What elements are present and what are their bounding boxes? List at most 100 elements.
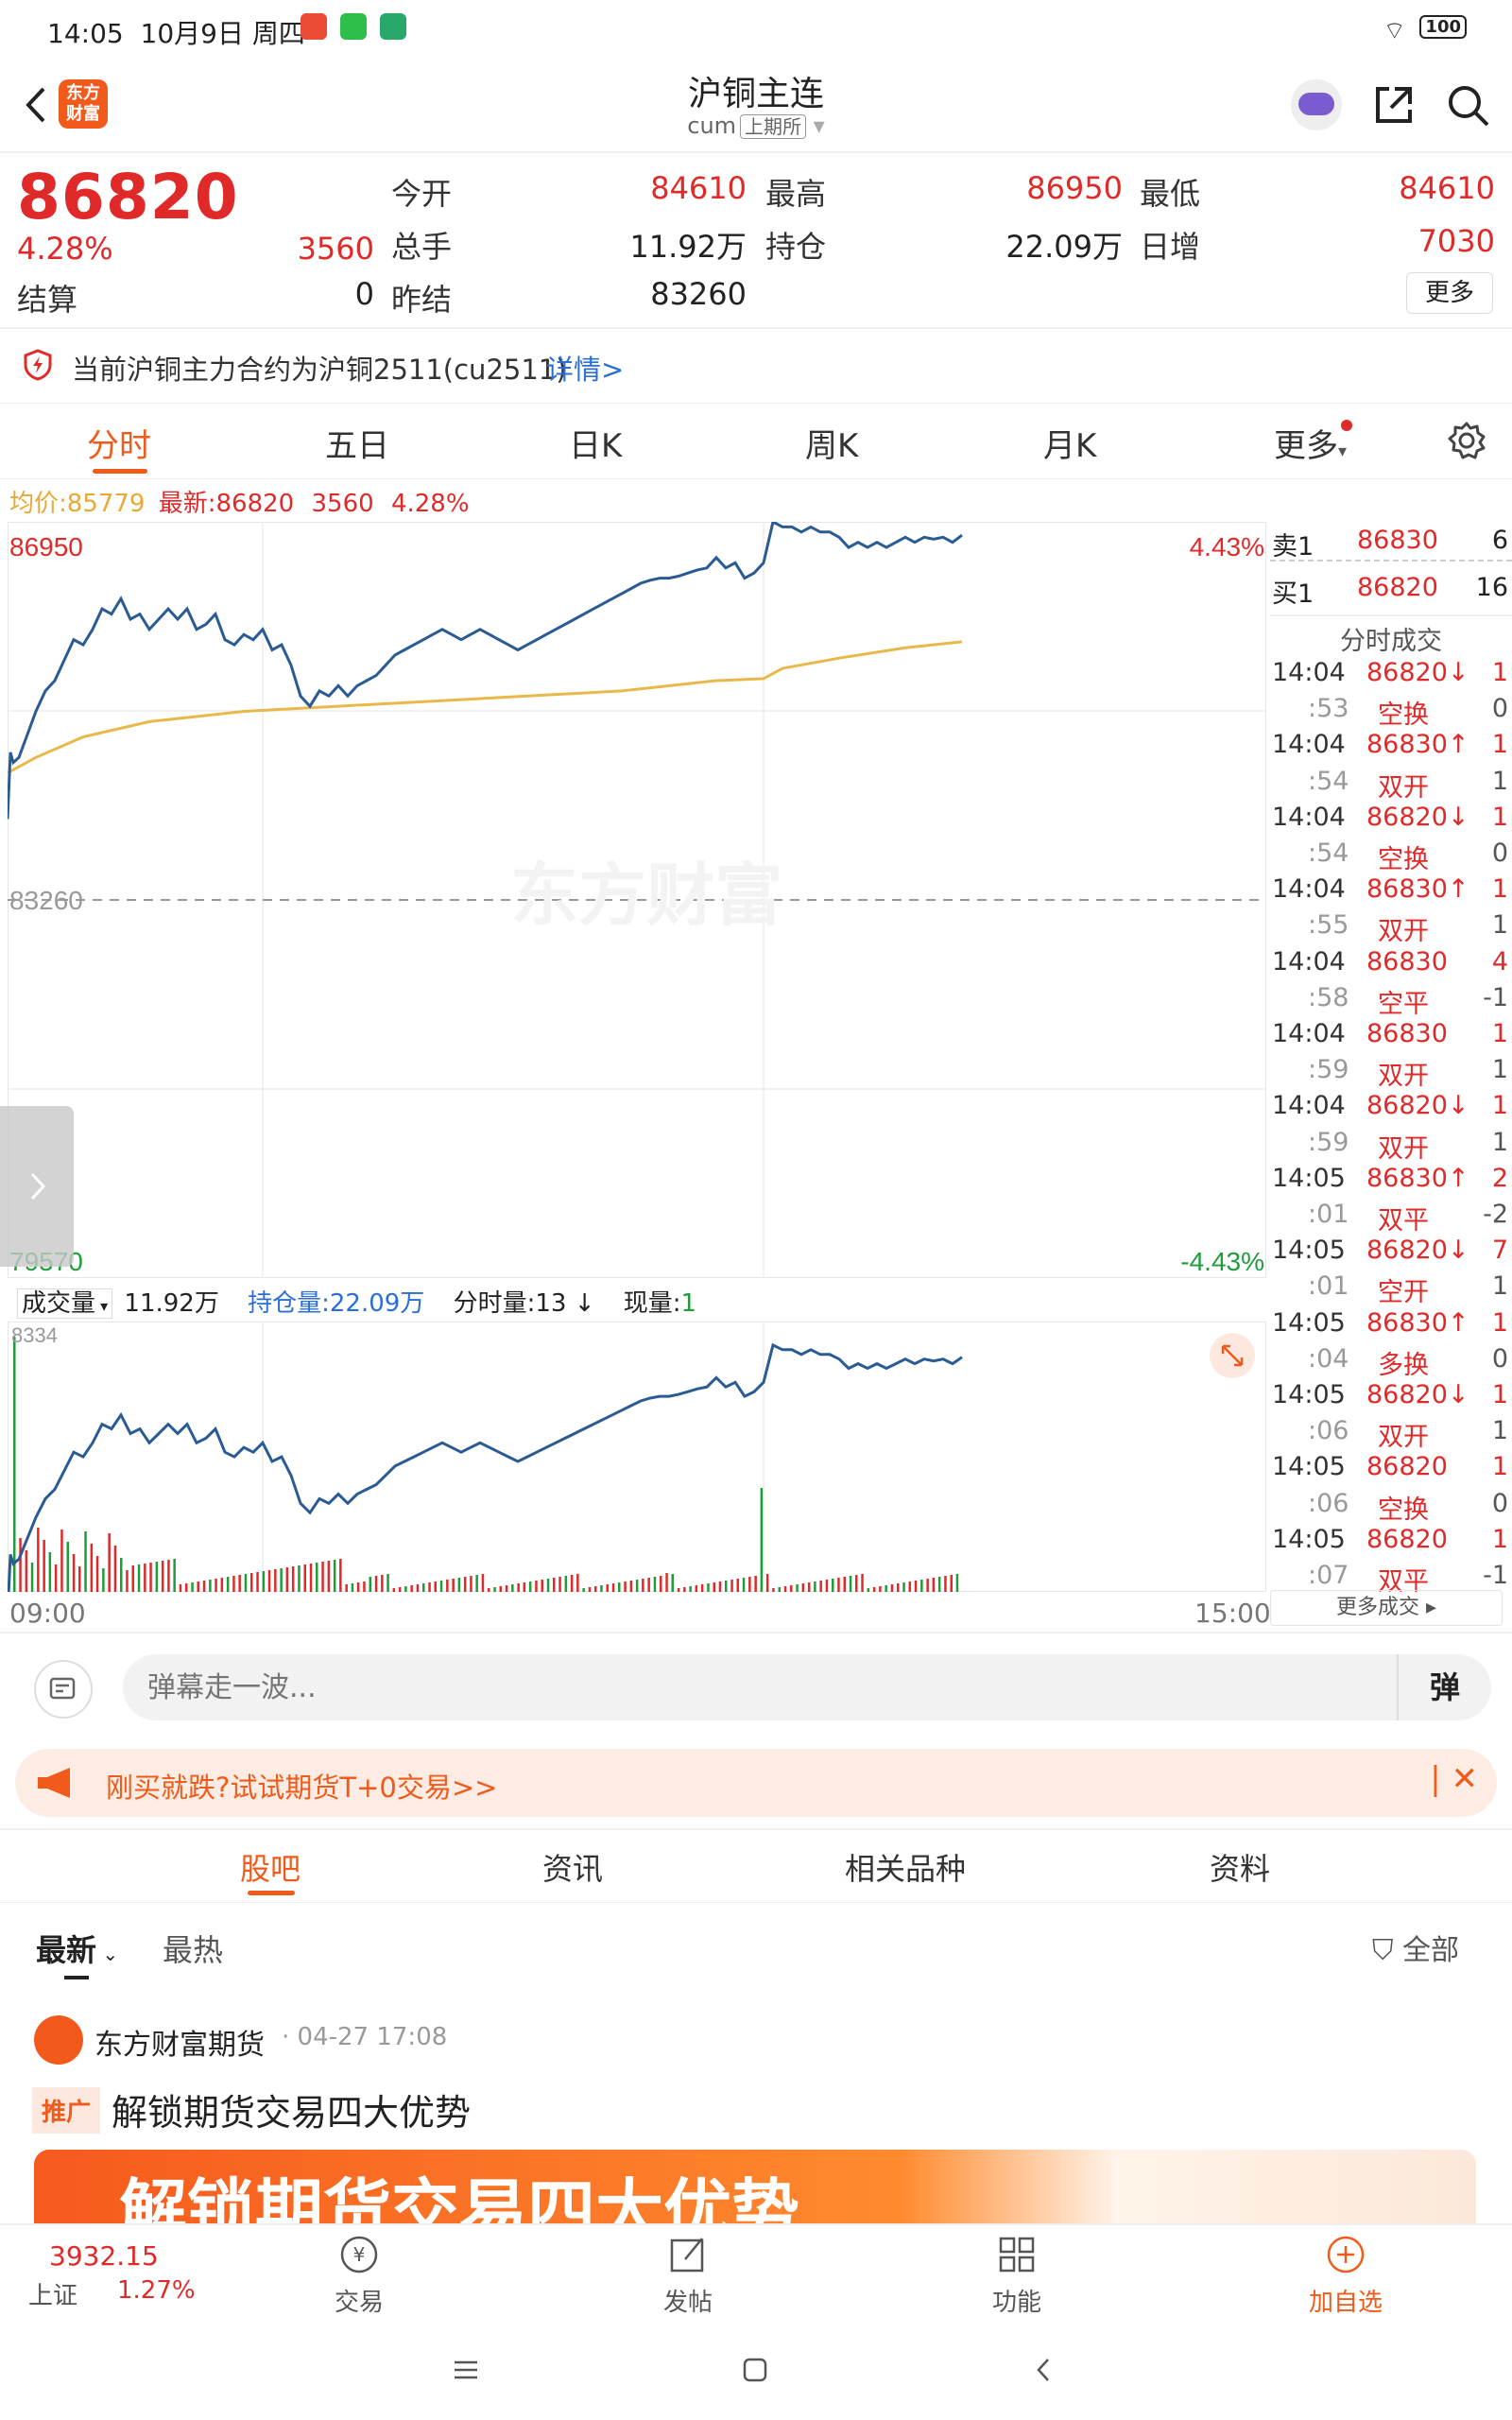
notice-bar[interactable]: 当前沪铜主力合约为沪铜2511(cu2511) 详情> bbox=[0, 327, 1512, 403]
trade-time: :53 bbox=[1308, 694, 1349, 724]
volume-bar bbox=[647, 1578, 650, 1592]
volume-bar bbox=[309, 1564, 313, 1592]
volume-bar bbox=[102, 1568, 105, 1592]
back-icon[interactable] bbox=[1030, 2356, 1058, 2384]
app-header: 东方财富 沪铜主连 cum 上期所 ▾ bbox=[0, 59, 1512, 151]
volume-selector[interactable]: 成交量 ▾ bbox=[17, 1288, 113, 1319]
volume-bar bbox=[303, 1564, 306, 1592]
trade-price: 多换 bbox=[1378, 1350, 1429, 1380]
author-avatar[interactable] bbox=[34, 2015, 83, 2065]
volume-bar bbox=[95, 1556, 99, 1592]
trade-tick-row: 14:04 86830 1 bbox=[1270, 1019, 1512, 1055]
volume-bar bbox=[285, 1567, 289, 1592]
ask1-label: 卖1 bbox=[1272, 532, 1314, 562]
tab-intraday[interactable]: 分时 bbox=[87, 427, 151, 465]
post-banner-image[interactable]: 解锁期货交易四大优势 bbox=[34, 2150, 1476, 2223]
home-icon[interactable] bbox=[741, 2356, 769, 2384]
trade-price: 空换 bbox=[1378, 845, 1429, 874]
promo-close-icon[interactable]: | ✕ bbox=[1430, 1760, 1478, 1798]
index-pct[interactable]: 1.27% bbox=[117, 2276, 196, 2305]
volume-chart[interactable]: 8334 bbox=[8, 1322, 1266, 1592]
tab-profile[interactable]: 资料 bbox=[1210, 1851, 1271, 1887]
search-icon[interactable] bbox=[1444, 81, 1491, 129]
tab-guba[interactable]: 股吧 bbox=[240, 1851, 301, 1887]
trade-time: :07 bbox=[1308, 1561, 1349, 1590]
trade-tick-row: 14:04 86830↑ 1 bbox=[1270, 874, 1512, 910]
volume-bar bbox=[428, 1582, 431, 1592]
avatar[interactable] bbox=[1291, 79, 1342, 130]
volume-bar bbox=[790, 1585, 793, 1592]
danmu-toggle-button[interactable]: 弹 bbox=[1397, 1654, 1491, 1720]
danmu-input[interactable] bbox=[147, 1664, 1348, 1711]
filter-all[interactable]: ⛉ 全部 bbox=[1372, 1934, 1460, 1967]
volume-bar bbox=[215, 1579, 217, 1592]
volume-bar bbox=[588, 1587, 592, 1592]
index-name[interactable]: 上证 bbox=[28, 2282, 78, 2310]
tab-weekly-k[interactable]: 周K bbox=[805, 427, 859, 465]
nav-trade[interactable]: ¥ 交易 bbox=[312, 2233, 406, 2318]
volume-bar bbox=[43, 1540, 45, 1592]
axis-top-price: 86950 bbox=[9, 532, 83, 562]
danmu-input-pill[interactable]: 弹 bbox=[123, 1654, 1491, 1720]
volume-bar bbox=[84, 1531, 87, 1592]
side-drawer-handle[interactable] bbox=[0, 1106, 74, 1267]
trade-qty: 1 bbox=[1491, 1055, 1508, 1085]
sort-hot[interactable]: 最热 bbox=[163, 1932, 224, 1968]
menu-icon[interactable] bbox=[452, 2356, 480, 2384]
trade-qty: 0 bbox=[1491, 694, 1508, 724]
more-quote-button[interactable]: 更多 bbox=[1406, 272, 1493, 314]
edit-icon bbox=[670, 2238, 704, 2273]
tab-related[interactable]: 相关品种 bbox=[845, 1851, 967, 1887]
tab-daily-k[interactable]: 日K bbox=[569, 427, 623, 465]
intraday-price-chart[interactable]: 东方财富 86950 4.43% 83260 79570 -4.43% bbox=[8, 522, 1266, 1278]
app-notify-icon bbox=[301, 13, 327, 40]
post-author[interactable]: 东方财富期货 bbox=[94, 2029, 265, 2062]
volume-bar bbox=[713, 1582, 715, 1592]
volume-bar bbox=[825, 1580, 829, 1592]
nav-post[interactable]: 发帖 bbox=[641, 2233, 735, 2318]
notice-detail-link[interactable]: 详情> bbox=[546, 354, 625, 386]
back-arrow-icon[interactable] bbox=[17, 81, 55, 129]
trade-tick-row: :07 双平 -1 bbox=[1270, 1561, 1512, 1597]
volume-bar bbox=[298, 1565, 301, 1592]
trade-qty: 4 bbox=[1491, 946, 1508, 977]
promo-banner[interactable]: 刚买就跌?试试期货T+0交易>> | ✕ bbox=[15, 1749, 1497, 1817]
share-icon[interactable] bbox=[1370, 81, 1418, 129]
chart-settings-gear-icon[interactable] bbox=[1446, 420, 1487, 461]
trade-price: 86830 bbox=[1366, 946, 1448, 977]
tab-news[interactable]: 资讯 bbox=[542, 1851, 604, 1887]
trade-time: 14:05 bbox=[1272, 1236, 1346, 1266]
volume-bar bbox=[718, 1582, 722, 1592]
expand-chart-icon[interactable] bbox=[1210, 1333, 1255, 1378]
volume-bar bbox=[410, 1585, 413, 1592]
comment-list-icon[interactable] bbox=[34, 1660, 93, 1719]
volume-bar bbox=[908, 1582, 911, 1592]
trade-time: 14:04 bbox=[1272, 802, 1346, 832]
volume-bar bbox=[861, 1574, 864, 1592]
tab-more[interactable]: 更多▾ bbox=[1274, 420, 1353, 466]
index-value[interactable]: 3932.15 bbox=[49, 2240, 159, 2272]
nav-functions[interactable]: 功能 bbox=[970, 2233, 1064, 2318]
volume-bar bbox=[30, 1563, 34, 1592]
bottom-tab-indicator bbox=[248, 1891, 295, 1895]
trade-time: 14:04 bbox=[1272, 1091, 1346, 1121]
tab-five-day[interactable]: 五日 bbox=[325, 427, 389, 465]
volume-bar bbox=[867, 1588, 870, 1592]
contract-subtitle[interactable]: cum 上期所 ▾ bbox=[687, 112, 825, 139]
volume-bar bbox=[191, 1582, 194, 1592]
volume-bar bbox=[345, 1584, 348, 1592]
sort-latest[interactable]: 最新 ⌄ bbox=[36, 1932, 119, 1968]
volume-bar bbox=[624, 1582, 627, 1592]
chart-grid bbox=[8, 522, 1266, 1278]
volume-bar bbox=[642, 1579, 644, 1592]
trade-qty: 1 bbox=[1491, 1127, 1508, 1157]
post-title[interactable]: 解锁期货交易四大优势 bbox=[112, 2092, 472, 2134]
more-trades-button[interactable]: 更多成交 ▸ bbox=[1270, 1590, 1503, 1626]
nav-add-watchlist[interactable]: 加自选 bbox=[1298, 2233, 1393, 2318]
volume-bar bbox=[316, 1563, 318, 1592]
tab-monthly-k[interactable]: 月K bbox=[1043, 427, 1097, 465]
volume-bar bbox=[778, 1587, 781, 1592]
trade-qty: 0 bbox=[1491, 838, 1508, 868]
volume-bar bbox=[843, 1577, 846, 1592]
bid1-price: 86820 bbox=[1357, 573, 1438, 602]
